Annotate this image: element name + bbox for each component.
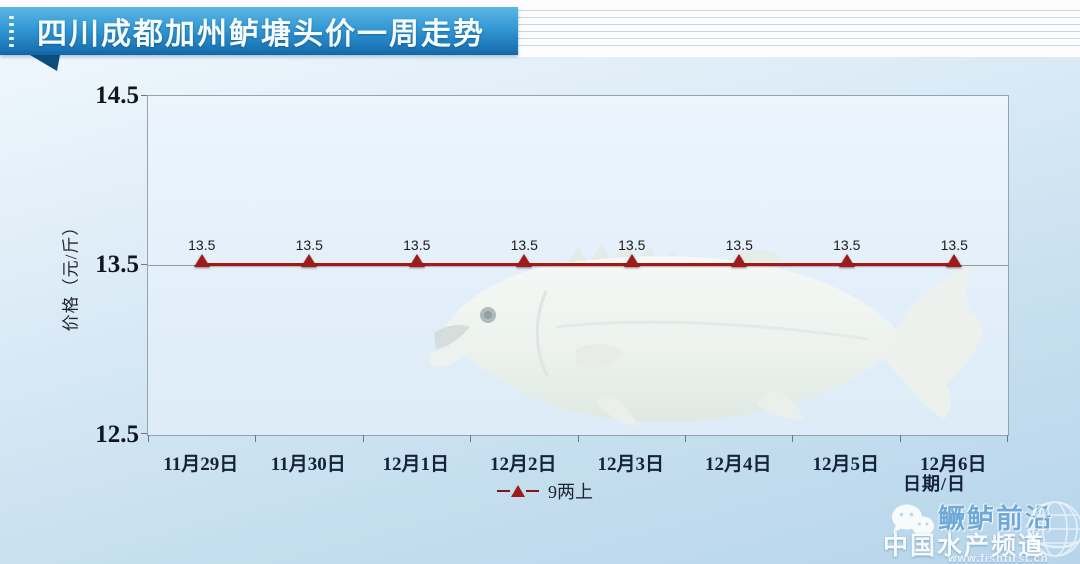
banner-fold-decoration <box>30 55 60 71</box>
plot-area: 13.5 13.5 13.5 13.5 13.5 13.5 13.5 13.5 <box>147 95 1009 442</box>
data-point-label: 13.5 <box>618 237 646 253</box>
page-title: 四川成都加州鲈塘头价一周走势 <box>37 18 485 51</box>
y-tick-label: 13.5 <box>95 251 139 278</box>
data-point-label: 13.5 <box>725 237 753 253</box>
y-axis-title: 价格（元/斤） <box>61 217 81 332</box>
x-tick-mark <box>1007 435 1008 442</box>
legend-line-icon <box>526 490 539 492</box>
x-tick-mark <box>362 435 364 442</box>
x-axis-title: 日期/日 <box>903 474 967 494</box>
data-point-label: 13.5 <box>295 237 323 253</box>
top-strip: 四川成都加州鲈塘头价一周走势 <box>0 0 1080 71</box>
x-tick-mark <box>255 435 257 442</box>
y-tick-mark <box>141 264 147 265</box>
x-tick-mark <box>577 435 579 442</box>
y-tick-mark <box>141 433 147 434</box>
x-tick-mark <box>148 435 149 442</box>
pinstripe-decoration <box>518 4 1080 50</box>
x-axis-label: 11月30日 <box>270 454 346 475</box>
x-tick-mark <box>470 435 472 442</box>
y-tick-label: 14.5 <box>95 82 139 109</box>
data-point-marker <box>516 254 533 267</box>
data-point-marker <box>193 254 210 267</box>
data-point-marker <box>301 254 318 267</box>
data-point-label: 13.5 <box>940 237 968 253</box>
data-point-label: 13.5 <box>188 237 216 253</box>
bass-fish-image <box>428 244 983 427</box>
x-axis-label: 12月1日 <box>382 454 449 475</box>
brand-watermark: 鳜鲈前沿 中国水产频道 www.fishfirst.cn <box>880 495 1080 564</box>
x-tick-mark <box>684 435 686 442</box>
price-line <box>201 263 955 266</box>
x-axis-label: 12月4日 <box>704 454 772 475</box>
x-axis-label: 11月29日 <box>163 454 239 475</box>
legend-line-icon <box>497 490 510 492</box>
legend: 9两上 <box>497 478 593 504</box>
x-axis-label: 12月3日 <box>597 454 664 475</box>
wechat-icon <box>892 504 934 539</box>
x-axis-label: 12月2日 <box>489 454 557 475</box>
x-tick-mark <box>792 435 794 442</box>
data-point-label: 13.5 <box>833 237 861 253</box>
x-axis-label: 12月6日 <box>919 454 987 475</box>
data-point-label: 13.5 <box>403 237 431 253</box>
data-point-marker <box>623 254 640 267</box>
y-tick-label: 12.5 <box>95 421 139 448</box>
x-axis-label: 12月5日 <box>812 454 879 475</box>
data-point-marker <box>408 254 425 267</box>
globe-icon <box>1027 501 1080 557</box>
title-banner: 四川成都加州鲈塘头价一周走势 <box>0 7 518 55</box>
data-point-marker <box>838 254 855 267</box>
brand-url: www.fishfirst.cn <box>948 553 1049 564</box>
x-tick-mark <box>899 435 901 442</box>
data-point-label: 13.5 <box>510 237 538 253</box>
y-tick-mark <box>141 95 147 96</box>
channel-name: 中国水产频道 <box>883 532 1046 560</box>
x-axis-ticks <box>148 435 1008 442</box>
data-point-marker <box>731 254 748 267</box>
legend-triangle-icon <box>511 485 525 497</box>
dots-icon <box>9 16 14 47</box>
x-axis-labels: 11月29日 11月30日 12月1日 12月2日 12月3日 12月4日 12月5日 12月… <box>147 449 1007 476</box>
data-point-marker <box>946 254 963 267</box>
legend-label: 9两上 <box>548 482 593 502</box>
